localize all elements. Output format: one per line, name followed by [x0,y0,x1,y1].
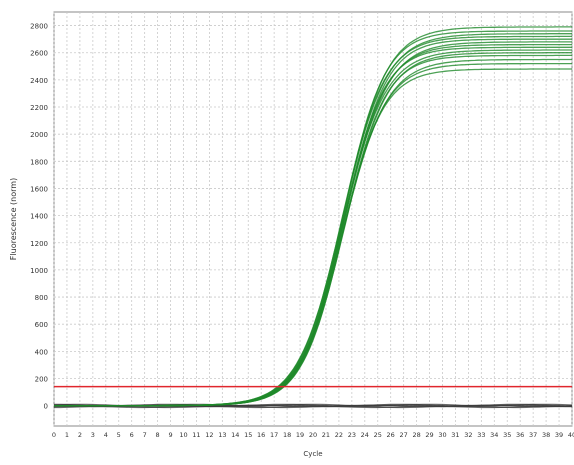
x-tick-label: 34 [490,431,498,439]
y-tick-label: 600 [35,321,48,329]
negative-curve [54,405,573,409]
x-tick-label: 14 [231,431,239,439]
x-tick-label: 35 [503,431,511,439]
x-tick-label: 31 [451,431,459,439]
x-tick-labels: 0 1 2 3 4 5 6 7 8 9 10 11 12 13 14 15 16 17 18 19 20 21 22 23 24… [52,431,574,439]
x-tick-label: 23 [348,431,356,439]
x-tick-label: 18 [283,431,291,439]
y-tick-label: 1600 [30,185,48,193]
y-tick-label: 800 [35,294,48,302]
x-tick-label: 11 [192,431,200,439]
y-tick-label: 400 [35,348,48,356]
x-tick-label: 19 [296,431,304,439]
x-tick-label: 20 [309,431,317,439]
x-tick-label: 4 [104,431,108,439]
y-axis-label: Fluorescence (norm) [9,178,18,260]
x-tick-label: 9 [168,431,172,439]
x-tick-label: 25 [374,431,382,439]
plot-area [53,11,573,427]
amplification-curve [54,26,572,407]
x-tick-label: 37 [529,431,537,439]
x-tick-label: 2 [78,431,82,439]
x-tick-label: 1 [65,431,69,439]
x-tick-label: 21 [322,431,330,439]
x-tick-label: 28 [412,431,420,439]
x-tick-label: 6 [130,431,134,439]
x-tick-label: 29 [425,431,433,439]
x-tick-label: 22 [335,431,343,439]
x-tick-label: 5 [117,431,121,439]
x-tick-label: 10 [179,431,187,439]
x-tick-label: 39 [555,431,563,439]
x-tick-label: 33 [477,431,485,439]
x-tick-label: 13 [218,431,226,439]
y-tick-label: 1000 [30,267,48,275]
x-tick-label: 12 [205,431,213,439]
x-tick-label: 17 [270,431,278,439]
x-tick-label: 16 [257,431,265,439]
y-tick-label: 1800 [30,158,48,166]
x-tick-label: 7 [143,431,147,439]
x-tick-label: 3 [91,431,95,439]
y-tick-label: 1200 [30,240,48,248]
x-tick-label: 38 [542,431,550,439]
y-tick-label: 2200 [30,104,48,112]
y-tick-label: 2800 [30,23,48,31]
x-axis-label: Cycle [303,450,322,458]
x-tick-label: 8 [156,431,160,439]
y-tick-label: 0 [44,403,48,411]
y-tick-label: 200 [35,375,48,383]
x-tick-label: 32 [464,431,472,439]
x-tick-label: 27 [400,431,408,439]
amplification-curves [54,26,572,407]
x-tick-label: 30 [438,431,446,439]
y-tick-label: 2000 [30,131,48,139]
x-tick-label: 15 [244,431,252,439]
x-tick-label: 40 [568,431,574,439]
y-tick-label: 2400 [30,77,48,85]
x-tick-label: 36 [516,431,524,439]
y-tick-labels: 0 200 400 600 800 1000 1200 1400 1600 1800 2000 220… [30,23,48,411]
x-tick-label: 0 [52,431,56,439]
x-tick-label: 26 [387,431,395,439]
x-tick-label: 24 [361,431,369,439]
y-tick-label: 1400 [30,213,48,221]
y-tick-label: 2600 [30,50,48,58]
